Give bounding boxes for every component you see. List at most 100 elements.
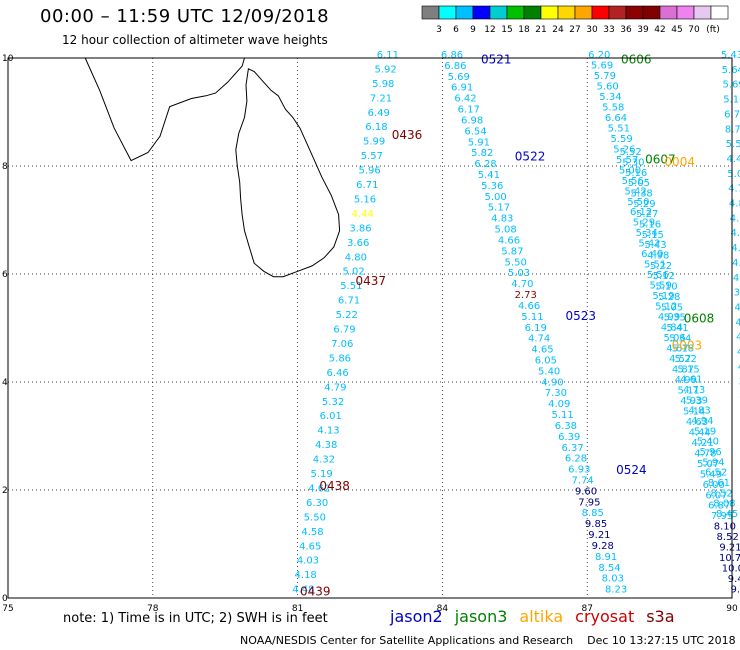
wave-height-value: 5.51 [608, 123, 630, 134]
wave-height-map: 75 78 81 84 87 9002468104.484.184.034.654.585… [0, 0, 740, 650]
india-coastline [85, 58, 244, 161]
wave-height-value: 4.13 [317, 426, 339, 437]
wave-height-value: 8.10 [714, 522, 736, 533]
wave-height-value: 5.04 [727, 169, 740, 180]
wave-height-value: 6.42 [454, 94, 476, 105]
satellite-legend-item: s3a [646, 607, 674, 626]
wave-height-value: 2.73 [515, 290, 537, 301]
wave-height-value: 9.85 [585, 519, 607, 530]
wave-height-value: 5.32 [322, 397, 344, 408]
wave-height-value: 5.40 [538, 366, 560, 377]
wave-height-value: 4.74 [728, 184, 740, 195]
wave-height-value: 5.11 [551, 410, 573, 421]
wave-height-value: 4.65 [299, 541, 321, 552]
wave-height-value: 4.44 [352, 209, 374, 220]
wave-height-value: 6.91 [451, 83, 473, 94]
wave-height-value: 5.64 [722, 65, 740, 76]
wave-height-value: 5.59 [726, 139, 740, 150]
pass-time-label: 0521 [481, 52, 512, 66]
wave-height-value: 4.79 [324, 382, 346, 393]
wave-height-value: 7.74 [572, 475, 594, 486]
wave-height-value: 5.05 [628, 178, 650, 189]
wave-height-value: 6.93 [568, 465, 590, 476]
wave-height-value: 7.30 [545, 388, 567, 399]
wave-height-value: 8.52 [717, 532, 739, 543]
y-tick-label: 2 [2, 486, 8, 496]
wave-height-value: 4.74 [528, 334, 550, 345]
wave-height-value: 8.03 [602, 574, 624, 585]
wave-height-value: 9.21 [588, 530, 610, 541]
wave-height-value: 7.95 [578, 497, 600, 508]
wave-height-value: 10.73 [719, 553, 740, 564]
wave-height-value: 9.49 [728, 574, 740, 585]
wave-height-value: 8.45 [716, 509, 738, 520]
x-tick-label: 75 [2, 604, 13, 614]
wave-height-value: 6.01 [320, 411, 342, 422]
wave-height-value: 6.19 [525, 323, 547, 334]
pass-time-label: 0436 [392, 128, 423, 142]
wave-height-value: 9.21 [719, 543, 740, 554]
wave-height-value: 6.28 [474, 159, 496, 170]
wave-height-value: 5.00 [484, 192, 506, 203]
wave-height-value: 6.28 [565, 454, 587, 465]
credit-footer: NOAA/NESDIS Center for Satellite Applica… [240, 634, 736, 647]
satellite-legend-item: jason3 [455, 607, 508, 626]
wave-height-value: 4.38 [315, 440, 337, 451]
wave-height-value: 5.91 [468, 137, 490, 148]
wave-height-value: 6.18 [365, 122, 387, 133]
wave-height-value: 7.06 [331, 339, 353, 350]
satellite-legend-item: jason2 [390, 607, 443, 626]
pass-time-label: 0608 [684, 312, 715, 326]
wave-height-value: 6.11 [377, 50, 399, 61]
pass-time-label: 0524 [616, 463, 647, 477]
x-tick-label: 90 [726, 604, 738, 614]
wave-height-value: 6.39 [558, 432, 580, 443]
pass-time-label: 0439 [300, 584, 331, 598]
wave-height-value: 5.50 [304, 512, 326, 523]
wave-height-value: 4.26 [731, 243, 740, 254]
wave-height-value: 5.98 [372, 79, 394, 90]
wave-height-value: 5.50 [505, 257, 527, 268]
wave-height-value: 6.37 [561, 443, 583, 454]
wave-height-value: 4.43 [726, 154, 740, 165]
y-tick-label: 0 [2, 594, 8, 604]
wave-height-value: 4.85 [729, 199, 740, 210]
wave-height-value: 5.69 [448, 72, 470, 83]
pass-time-label: 0606 [621, 52, 652, 66]
satellite-legend: jason2 jason3 altika cryosat s3a [390, 607, 687, 626]
wave-height-value: 4.03 [297, 556, 319, 567]
wave-height-value: 4.83 [491, 214, 513, 225]
wave-height-value: 6.71 [356, 180, 378, 191]
wave-height-value: 5.08 [495, 225, 517, 236]
track-s3a: 4.484.184.034.654.585.506.304.625.194.32… [292, 50, 399, 596]
sri-lanka-coastline [236, 69, 340, 277]
pass-time-label: 0003 [672, 339, 703, 353]
wave-height-value: 8.91 [595, 552, 617, 563]
wave-height-value: 6.98 [461, 115, 483, 126]
wave-height-value: 5.92 [374, 64, 396, 75]
wave-height-value: 6.54 [464, 126, 486, 137]
wave-height-value: 10.02 [722, 564, 740, 575]
pass-time-label: 0522 [515, 150, 546, 164]
wave-height-value: 4.66 [498, 235, 520, 246]
wave-height-value: 6.46 [327, 368, 349, 379]
pass-time-label: 0523 [565, 309, 596, 323]
wave-height-value: 8.23 [605, 585, 627, 596]
wave-height-value: 6.05 [535, 355, 557, 366]
wave-height-value: 6.86 [441, 50, 463, 61]
wave-height-value: 5.05 [661, 302, 683, 313]
wave-height-value: 4.67 [736, 332, 740, 343]
wave-height-value: 6.38 [555, 421, 577, 432]
wave-height-value: 6.86 [444, 61, 466, 72]
wave-height-value: 3.86 [349, 223, 371, 234]
wave-height-value: 5.69 [722, 80, 740, 91]
wave-height-value: 6.17 [458, 105, 480, 116]
wave-height-value: 4.52 [735, 302, 740, 313]
wave-height-value: 6.79 [333, 325, 355, 336]
wave-height-value: 5.82 [471, 148, 493, 159]
wave-height-value: 5.58 [602, 102, 624, 113]
wave-height-value: 6.49 [368, 108, 390, 119]
wave-height-value: 5.16 [354, 194, 376, 205]
wave-height-value: 4.90 [541, 377, 563, 388]
wave-height-value: 4.70 [511, 279, 533, 290]
